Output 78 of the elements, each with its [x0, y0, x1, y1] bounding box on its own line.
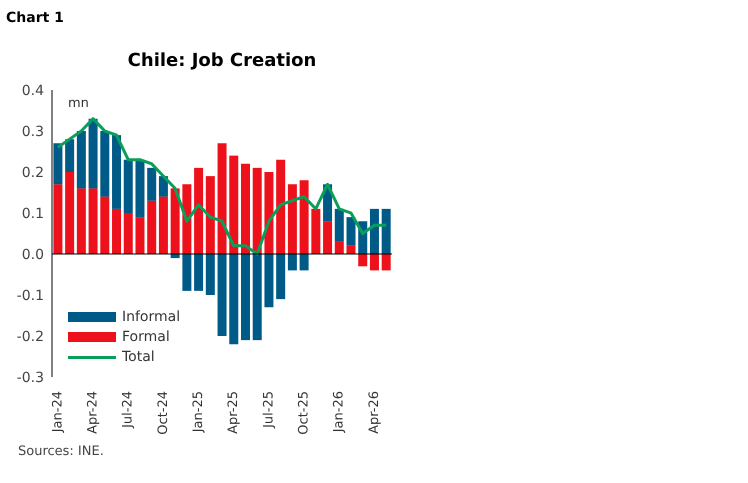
chart-title: Chile: Job Creation: [126, 50, 318, 71]
bar: [229, 156, 238, 254]
bar: [124, 213, 133, 254]
bar: [300, 254, 309, 270]
bar: [300, 180, 309, 254]
bar: [182, 254, 192, 291]
bar: [382, 254, 391, 270]
bar: [264, 172, 274, 254]
x-tick-label: Jan-26: [332, 391, 347, 434]
bar: [135, 160, 144, 218]
x-tick-label: Apr-25: [226, 391, 242, 434]
bar: [135, 217, 144, 254]
bar: [252, 254, 262, 340]
bar: [100, 131, 110, 197]
bar: [218, 254, 227, 336]
legend-label: Total: [122, 349, 155, 365]
bar: [76, 188, 86, 254]
bar: [370, 208, 379, 254]
y-tick-label: 0.3: [22, 124, 44, 140]
line-series: [56, 117, 388, 256]
legend-label: Informal: [122, 309, 180, 325]
y-tick-label: -0.1: [16, 288, 44, 304]
bar: [311, 208, 320, 254]
bar: [276, 254, 286, 300]
bar: [288, 184, 297, 254]
bar: [76, 131, 86, 188]
bar: [194, 254, 204, 291]
x-tick-label: Oct-24: [156, 391, 171, 435]
bar: [276, 160, 286, 254]
bar: [65, 172, 74, 254]
y-tick-label: 0.0: [22, 246, 44, 263]
source-note: Sources: INE.: [18, 444, 104, 459]
bar: [112, 135, 122, 209]
bar: [206, 176, 215, 254]
bar: [158, 196, 168, 254]
bar: [124, 160, 133, 213]
bar: [100, 196, 110, 254]
bar: [147, 168, 156, 201]
bar: [240, 164, 250, 254]
bar: [334, 208, 344, 242]
bar: [112, 208, 122, 254]
legend-label: Formal: [122, 329, 170, 345]
bar: [88, 118, 98, 188]
x-tick-label: Apr-24: [86, 391, 101, 434]
bar: [88, 188, 98, 254]
x-tick-label: Jul-25: [261, 391, 276, 429]
bar: [264, 254, 274, 308]
bar: [382, 208, 391, 254]
bar: [53, 184, 62, 254]
caption: Chart 1: [6, 10, 64, 26]
bar: [346, 217, 356, 246]
y-tick-label: 0.2: [22, 164, 44, 181]
y-tick-label: -0.2: [16, 328, 44, 345]
bar: [252, 168, 262, 254]
bar: [218, 143, 227, 254]
y-tick-label: 0.1: [22, 206, 44, 222]
y-tick-label: -0.3: [16, 370, 44, 386]
bar: [194, 168, 204, 254]
x-tick-label: Apr-26: [366, 391, 382, 434]
bar: [170, 188, 180, 254]
y-tick-label: 0.4: [22, 82, 44, 99]
bar: [53, 143, 62, 184]
bar: [323, 221, 332, 254]
x-tick-label: Jan-25: [191, 391, 206, 434]
bar: [206, 254, 215, 295]
annotation: mn: [68, 96, 89, 111]
bar: [65, 139, 74, 172]
x-tick-label: Jul-24: [120, 391, 136, 429]
bar: [334, 242, 344, 254]
bar: [358, 254, 368, 266]
bar: [370, 254, 379, 270]
bar: [240, 254, 250, 340]
bar: [288, 254, 297, 270]
x-tick-label: Jan-24: [50, 391, 66, 434]
x-tick-label: Oct-25: [296, 391, 312, 435]
bar: [346, 246, 356, 254]
bar: [147, 200, 156, 254]
bar: [229, 254, 238, 344]
